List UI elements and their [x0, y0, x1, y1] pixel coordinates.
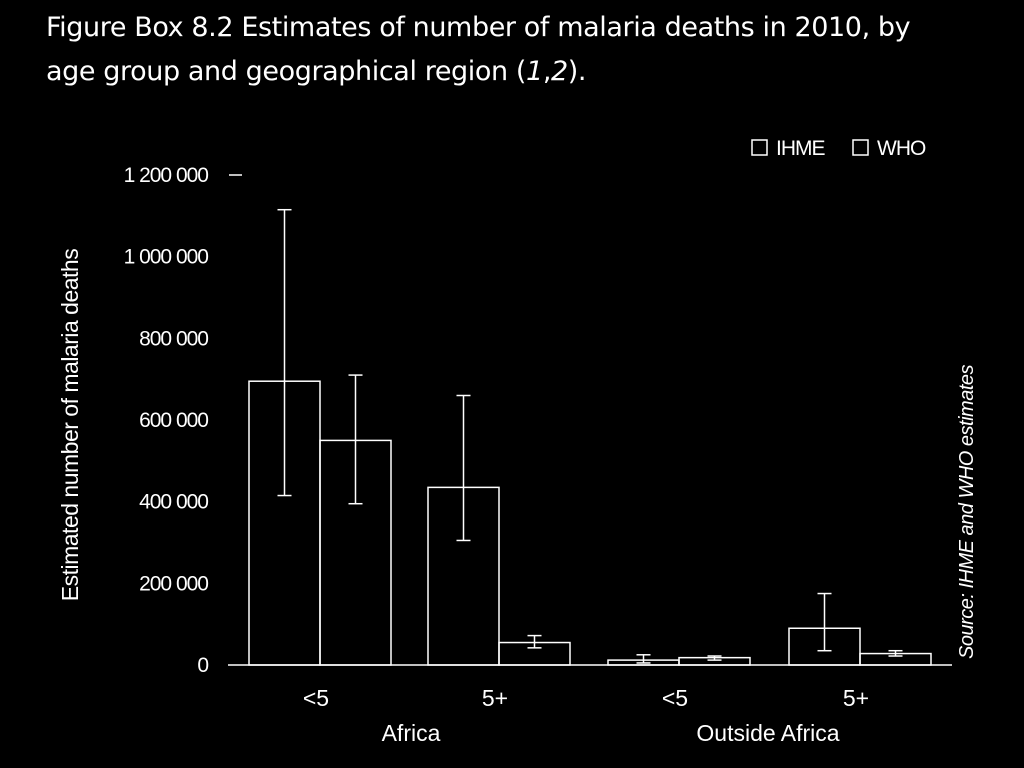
- y-axis-title: Estimated number of malaria deaths: [57, 249, 83, 601]
- x-category-label: <5: [662, 685, 688, 711]
- legend-label: IHME: [776, 137, 825, 160]
- error-bar-ihme: [456, 394, 471, 542]
- y-tick-label: 1 000 000: [124, 246, 209, 269]
- error-bar-who: [707, 655, 722, 661]
- reference-separator: ,: [542, 56, 552, 87]
- x-category-label: 5+: [482, 685, 508, 711]
- x-group-label: Outside Africa: [696, 720, 839, 746]
- error-bar-ihme: [636, 654, 651, 664]
- error-bar-who: [888, 649, 903, 657]
- legend-item-ihme: IHME: [751, 137, 826, 160]
- legend: IHME WHO: [751, 137, 927, 160]
- chart-title-line-2: age group and geographical region (1,2).: [46, 56, 587, 87]
- error-bar-ihme: [817, 592, 832, 652]
- error-bar-ihme: [277, 208, 292, 497]
- chart-title-text: age group and geographical region (: [46, 56, 527, 87]
- legend-label: WHO: [877, 137, 926, 160]
- error-bar-who: [527, 634, 542, 649]
- y-tick-label: 600 000: [139, 409, 208, 432]
- x-category-label: 5+: [843, 685, 869, 711]
- x-group-label: Africa: [382, 720, 441, 746]
- y-tick-label: 800 000: [139, 327, 208, 350]
- legend-swatch: [852, 139, 869, 156]
- x-category-label: <5: [303, 685, 329, 711]
- legend-swatch: [751, 139, 768, 156]
- reference-1: 1: [526, 56, 543, 87]
- y-tick-label: 200 000: [139, 572, 208, 595]
- error-bar-who: [348, 374, 363, 505]
- chart-title-line-1: Figure Box 8.2 Estimates of number of ma…: [46, 12, 911, 43]
- error-bars: [277, 208, 903, 664]
- bars: [248, 380, 932, 666]
- y-tick-label: 1 200 000: [124, 164, 209, 187]
- y-tick-label: 400 000: [139, 491, 208, 514]
- y-axis: 0 200 000 400 000 600 000 800 000 1 000 000 1 …: [124, 164, 242, 677]
- chart-title-end: ).: [567, 56, 587, 87]
- legend-item-who: WHO: [852, 137, 927, 160]
- x-axis-labels: <5 5+ <5 5+ Africa Outside Africa: [303, 685, 869, 746]
- source-note: Source: IHME and WHO estimates: [956, 365, 978, 659]
- y-tick-label: 0: [197, 654, 208, 677]
- reference-2: 2: [551, 56, 568, 87]
